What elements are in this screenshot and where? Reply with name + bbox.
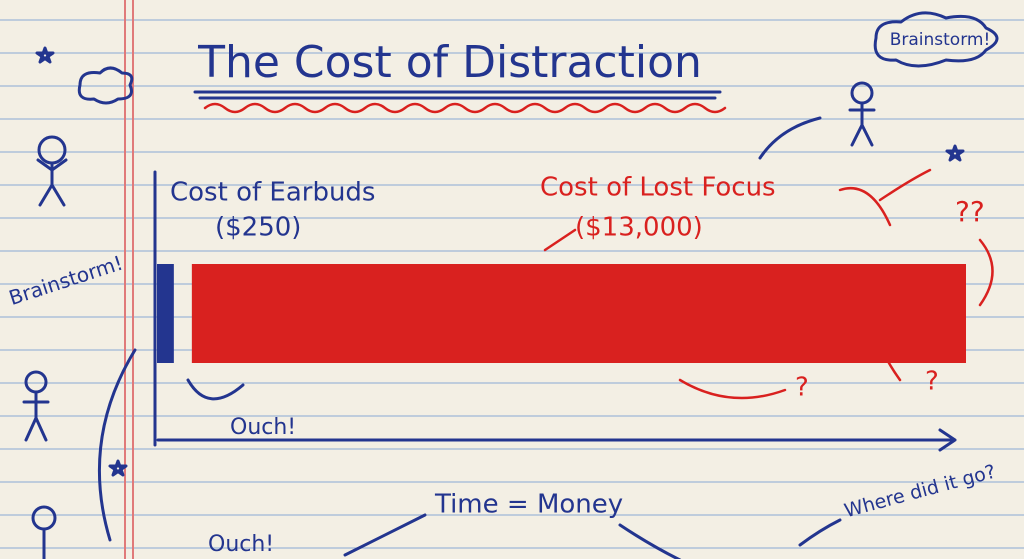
annotation: Brainstorm! (890, 30, 991, 50)
value-label: ($250) (215, 213, 301, 243)
annotation: ? (795, 373, 809, 403)
doodle-arrow (97, 116, 842, 559)
category-label: Cost of Earbuds (170, 178, 375, 208)
title-wave (203, 102, 727, 114)
doodle-arrow (543, 168, 994, 400)
stick-figure (31, 505, 57, 559)
value-label: ($13,000) (575, 213, 703, 243)
annotation: ? (925, 367, 939, 397)
annotation: Time = Money (434, 490, 623, 520)
bar (191, 264, 966, 363)
stick-figure (848, 81, 876, 147)
axes (153, 170, 957, 452)
thought-cloud (77, 66, 134, 105)
title-underline (193, 90, 722, 100)
thought-cloud (873, 11, 999, 68)
category-label: Cost of Lost Focus (540, 173, 776, 203)
annotation: Ouch! (230, 415, 296, 440)
annotation: ?? (955, 195, 985, 228)
annotation: Ouch! (208, 532, 274, 557)
stick-figure (22, 370, 50, 442)
chart-title: The Cost of Distraction (197, 37, 702, 88)
bar (157, 264, 174, 363)
stick-figure (36, 135, 68, 207)
star (35, 46, 965, 477)
